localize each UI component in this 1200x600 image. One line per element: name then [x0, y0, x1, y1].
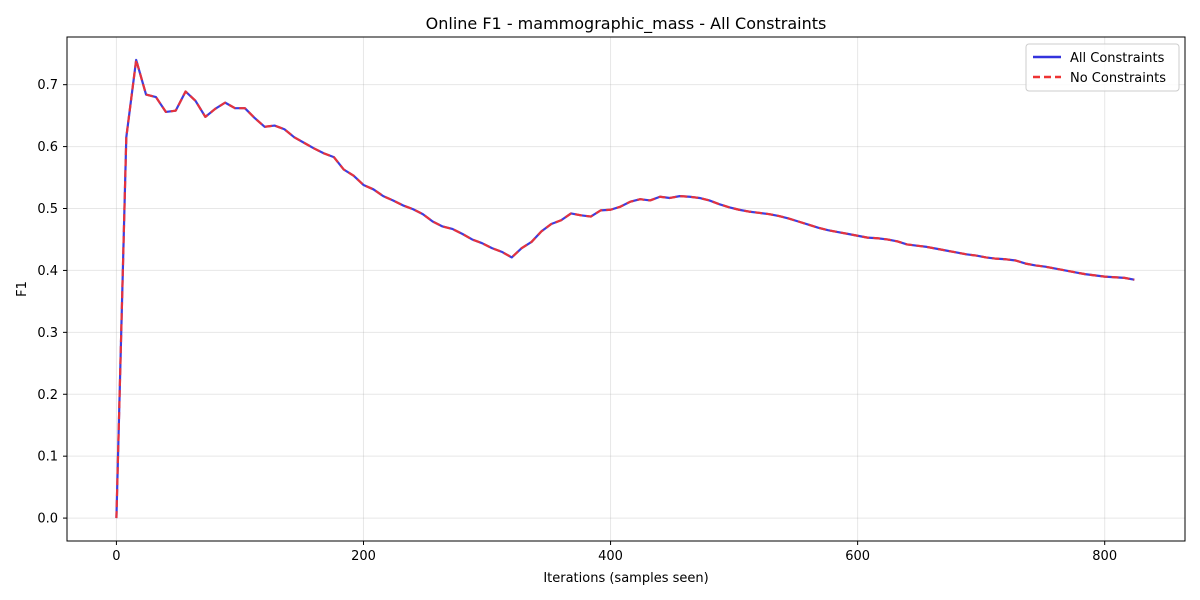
legend-box — [1025, 43, 1180, 92]
y-tick-label: 0.2 — [37, 388, 58, 403]
legend-label-all-constraints: All Constraints — [1070, 51, 1165, 66]
legend: All Constraints No Constraints — [1025, 43, 1180, 92]
series-lines — [115, 58, 1135, 519]
y-tick-label: 0.7 — [37, 78, 58, 93]
x-tick-label: 200 — [351, 549, 376, 564]
plot-area-frame — [66, 36, 1186, 542]
x-tick-label: 0 — [112, 549, 120, 564]
chart-title: Online F1 - mammographic_mass - All Cons… — [426, 14, 827, 34]
y-tick-label: 0.5 — [37, 202, 58, 217]
y-axis-label: F1 — [15, 281, 30, 297]
y-tick-label: 0.0 — [37, 512, 58, 527]
x-tick-label: 400 — [598, 549, 623, 564]
y-tick-label: 0.4 — [37, 264, 58, 279]
legend-label-no-constraints: No Constraints — [1070, 71, 1166, 86]
axis-ticks: 0 200 400 600 800 0.0 0.1 0.2 0.3 0.4 0.5 0.6 0.7 — [37, 78, 1117, 564]
y-tick-label: 0.6 — [37, 140, 58, 155]
series-line-no-constraints — [115, 58, 1135, 519]
y-tick-label: 0.1 — [37, 450, 58, 465]
x-tick-label: 800 — [1092, 549, 1117, 564]
grid — [67, 37, 1185, 541]
series-line-all-constraints — [115, 58, 1135, 519]
x-axis-label: Iterations (samples seen) — [543, 571, 708, 586]
x-tick-label: 600 — [845, 549, 870, 564]
y-tick-label: 0.3 — [37, 326, 58, 341]
